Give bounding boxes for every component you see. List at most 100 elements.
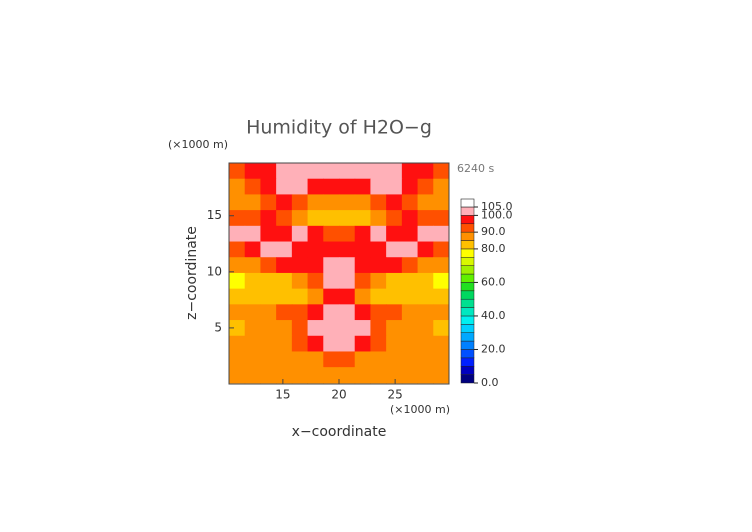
cell [433, 288, 450, 305]
cell [401, 320, 419, 337]
cell [433, 178, 450, 195]
cell [433, 210, 450, 227]
cell [417, 225, 434, 243]
cell [276, 210, 293, 227]
colorbar-band [460, 374, 475, 384]
cell [433, 272, 450, 290]
cell [323, 320, 340, 337]
cell [354, 194, 371, 211]
cell [433, 163, 450, 180]
cell [307, 257, 324, 274]
time-label: 6240 s [457, 162, 494, 175]
cell [417, 210, 434, 227]
cell [370, 288, 387, 305]
cell [276, 225, 293, 243]
cell [401, 241, 419, 258]
x-tick-label: 20 [331, 388, 346, 402]
cell [307, 163, 324, 180]
cell [433, 194, 450, 211]
cell [291, 367, 309, 384]
x-tick-label: 25 [387, 388, 402, 402]
cell [433, 351, 450, 368]
cell [354, 367, 371, 384]
cell [244, 178, 261, 195]
cell [229, 351, 246, 368]
cell [291, 210, 309, 227]
cell [323, 367, 340, 384]
cell [339, 194, 356, 211]
cell [276, 257, 293, 274]
cell [386, 320, 403, 337]
cell [307, 194, 324, 211]
cell [401, 257, 419, 274]
cell [354, 210, 371, 227]
cell [229, 257, 246, 274]
cell [229, 178, 246, 195]
cell [323, 304, 340, 321]
cell [354, 351, 371, 368]
cell [323, 178, 340, 195]
cell [260, 320, 277, 337]
cell [291, 351, 309, 368]
colorbar-band [460, 282, 475, 292]
cell [386, 178, 403, 195]
cell [401, 225, 419, 243]
cell [370, 225, 387, 243]
cell [354, 335, 371, 352]
cell [260, 304, 277, 321]
x-unit: (×1000 m) [390, 403, 450, 416]
cell [386, 225, 403, 243]
colorbar-band [460, 223, 475, 233]
x-tick-label: 15 [275, 388, 290, 402]
colorbar-band [460, 257, 475, 266]
cell [323, 163, 340, 180]
cell [307, 241, 324, 258]
cell [244, 320, 261, 337]
colorbar-band [460, 206, 475, 216]
colorbar-band [460, 298, 475, 308]
colorbar-band [460, 240, 475, 250]
cell [291, 257, 309, 274]
chart-title: Humidity of H2O−g [246, 117, 432, 139]
cell [354, 272, 371, 290]
cell [307, 288, 324, 305]
cell [370, 272, 387, 290]
cell [244, 194, 261, 211]
cell [386, 257, 403, 274]
y-axis-label: z−coordinate [184, 226, 200, 320]
cell [260, 351, 277, 368]
cell [260, 257, 277, 274]
colorbar-band [460, 349, 475, 359]
cell [260, 335, 277, 352]
cell [229, 335, 246, 352]
cell [354, 163, 371, 180]
cell [386, 351, 403, 368]
cell [386, 288, 403, 305]
cell [276, 351, 293, 368]
cell [229, 163, 246, 180]
colorbar-tick-label: 60.0 [481, 275, 506, 288]
cell [339, 335, 356, 352]
colorbar-tick-label: 0.0 [481, 376, 499, 389]
cell [401, 272, 419, 290]
cell [307, 272, 324, 290]
cell [291, 178, 309, 195]
cell [291, 288, 309, 305]
cell [370, 163, 387, 180]
cell [339, 367, 356, 384]
cell [276, 320, 293, 337]
cell [417, 163, 434, 180]
cell [244, 257, 261, 274]
cell [386, 272, 403, 290]
colorbar-band [460, 215, 475, 225]
cell [244, 241, 261, 258]
cell [401, 304, 419, 321]
cell [323, 210, 340, 227]
cell [386, 194, 403, 211]
cell [276, 288, 293, 305]
cell [291, 304, 309, 321]
colorbar-band [460, 307, 475, 317]
cell [339, 178, 356, 195]
colorbar-tick-label: 40.0 [481, 309, 506, 322]
cell [433, 241, 450, 258]
